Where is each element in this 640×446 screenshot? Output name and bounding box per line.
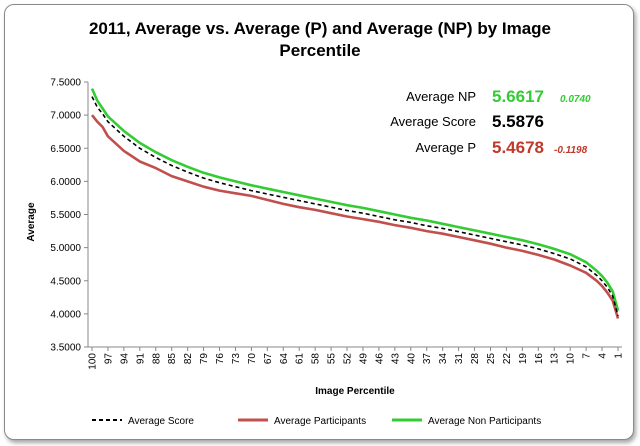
annotation-np-diff: 0.0740 bbox=[560, 94, 591, 105]
y-tick-label: 5.0000 bbox=[50, 243, 81, 254]
x-tick-label: 100 bbox=[88, 353, 99, 370]
annotation-p-label: Average P bbox=[416, 140, 476, 155]
annotation-np-value: 5.6617 bbox=[492, 87, 544, 106]
chart-title: 2011, Average vs. Average (P) and Averag… bbox=[10, 18, 630, 62]
annotation-score-value: 5.5876 bbox=[492, 112, 544, 131]
x-tick-label: 67 bbox=[263, 353, 274, 365]
y-tick-label: 6.0000 bbox=[50, 177, 81, 188]
axes: 7.5000 7.0000 6.5000 6.0000 5.5000 5.0000 4.50… bbox=[50, 78, 624, 370]
x-tick-label: 82 bbox=[183, 353, 194, 365]
chart-frame bbox=[4, 4, 634, 440]
x-tick-label: 94 bbox=[119, 353, 130, 365]
x-tick-label: 40 bbox=[406, 353, 417, 365]
x-tick-label: 46 bbox=[374, 353, 385, 365]
annotation-np-label: Average NP bbox=[406, 89, 476, 104]
x-tick-label: 97 bbox=[103, 353, 114, 365]
x-tick-label: 13 bbox=[550, 353, 561, 365]
series-line-average-participants bbox=[90, 114, 620, 319]
chart-title-line-2: Percentile bbox=[279, 41, 361, 60]
x-tick-label: 7 bbox=[582, 353, 593, 359]
y-tick-label: 7.0000 bbox=[50, 111, 81, 122]
x-tick-label: 49 bbox=[358, 353, 369, 365]
x-tick-label: 64 bbox=[279, 353, 290, 365]
x-tick-label: 61 bbox=[295, 353, 306, 365]
y-axis-label: Average bbox=[26, 202, 37, 242]
x-tick-label: 16 bbox=[534, 353, 545, 365]
y-tick-label: 4.0000 bbox=[50, 309, 81, 320]
legend: Average Score Average Participants Avera… bbox=[92, 416, 541, 427]
legend-label-average-participants: Average Participants bbox=[274, 416, 366, 427]
x-tick-label: 22 bbox=[502, 353, 513, 365]
y-tick-label: 3.5000 bbox=[50, 343, 81, 354]
x-tick-label: 70 bbox=[247, 353, 258, 365]
annotation-p-value: 5.4678 bbox=[492, 138, 544, 157]
x-tick-label: 52 bbox=[343, 353, 354, 365]
x-tick-label: 37 bbox=[422, 353, 433, 365]
annotation-score-label: Average Score bbox=[390, 114, 476, 129]
series-line-average-non-participants bbox=[90, 88, 620, 311]
x-tick-label: 34 bbox=[438, 353, 449, 365]
x-tick-label: 88 bbox=[151, 353, 162, 365]
x-tick-label: 19 bbox=[518, 353, 529, 365]
x-tick-label: 58 bbox=[311, 353, 322, 365]
y-tick-label: 6.5000 bbox=[50, 144, 81, 155]
x-tick-label: 79 bbox=[199, 353, 210, 365]
x-tick-label: 43 bbox=[390, 353, 401, 365]
legend-label-average-score: Average Score bbox=[128, 416, 194, 427]
annotation-box: Average NP 5.6617 0.0740 Average Score 5… bbox=[390, 87, 591, 157]
x-tick-label: 28 bbox=[470, 353, 481, 365]
x-tick-label: 91 bbox=[135, 353, 146, 365]
x-tick-label: 73 bbox=[231, 353, 242, 365]
x-tick-label: 10 bbox=[566, 353, 577, 365]
series-layer bbox=[90, 88, 620, 319]
chart-title-line-1: 2011, Average vs. Average (P) and Averag… bbox=[88, 19, 552, 38]
x-tick-label: 4 bbox=[598, 353, 609, 359]
x-tick-label: 1 bbox=[614, 353, 625, 359]
series-line-average-score bbox=[91, 96, 619, 317]
legend-label-average-non-participants: Average Non Participants bbox=[428, 416, 541, 427]
y-tick-label: 7.5000 bbox=[50, 78, 81, 89]
x-tick-label: 31 bbox=[454, 353, 465, 365]
x-axis-label: Image Percentile bbox=[315, 386, 395, 397]
x-tick-label: 85 bbox=[167, 353, 178, 365]
x-tick-label: 76 bbox=[215, 353, 226, 365]
y-tick-label: 4.5000 bbox=[50, 276, 81, 287]
x-tick-label: 25 bbox=[486, 353, 497, 365]
annotation-p-diff: -0.1198 bbox=[554, 145, 588, 156]
y-tick-label: 5.5000 bbox=[50, 210, 81, 221]
x-tick-label: 55 bbox=[327, 353, 338, 365]
